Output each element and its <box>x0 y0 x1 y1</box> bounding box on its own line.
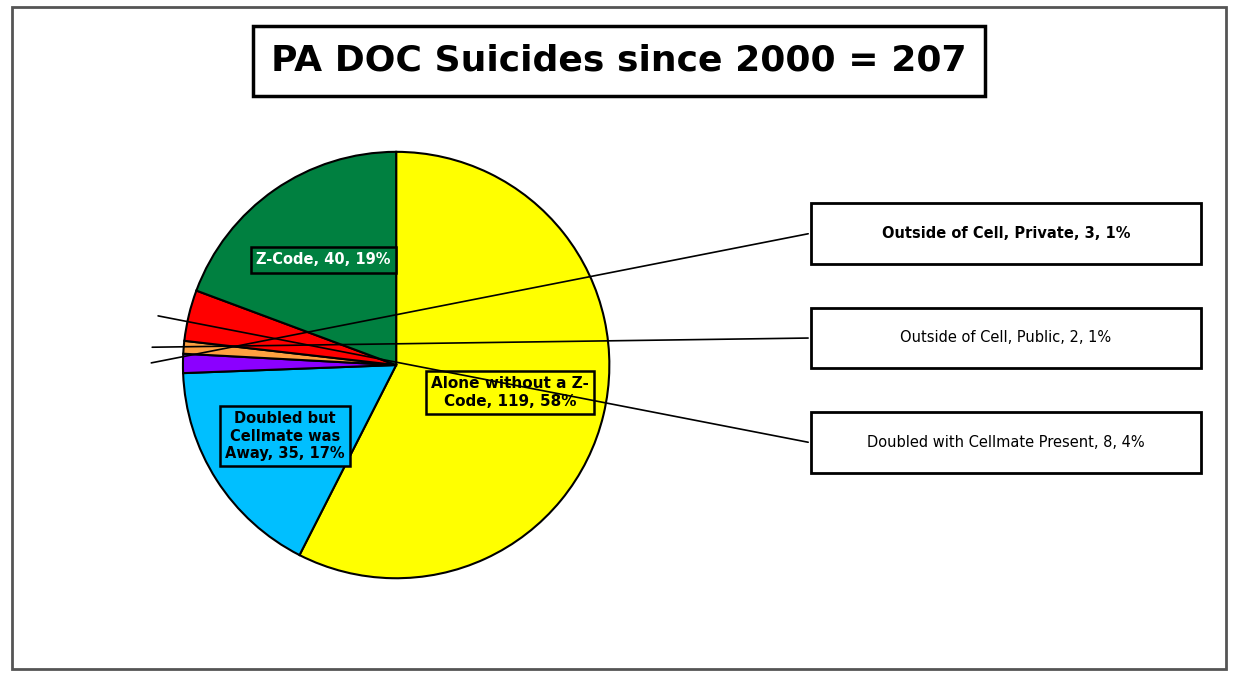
Wedge shape <box>197 152 396 365</box>
Wedge shape <box>184 291 396 365</box>
Wedge shape <box>183 341 396 365</box>
Wedge shape <box>183 354 396 373</box>
Text: PA DOC Suicides since 2000 = 207: PA DOC Suicides since 2000 = 207 <box>271 44 967 78</box>
Text: Outside of Cell, Private, 3, 1%: Outside of Cell, Private, 3, 1% <box>881 226 1130 241</box>
Wedge shape <box>183 365 396 555</box>
Text: Z-Code, 40, 19%: Z-Code, 40, 19% <box>256 252 390 268</box>
Text: Alone without a Z-
Code, 119, 58%: Alone without a Z- Code, 119, 58% <box>431 376 589 408</box>
Text: Doubled with Cellmate Present, 8, 4%: Doubled with Cellmate Present, 8, 4% <box>867 435 1145 450</box>
Wedge shape <box>300 152 609 578</box>
Text: Doubled but
Cellmate was
Away, 35, 17%: Doubled but Cellmate was Away, 35, 17% <box>225 412 344 461</box>
Text: Outside of Cell, Public, 2, 1%: Outside of Cell, Public, 2, 1% <box>900 331 1112 345</box>
